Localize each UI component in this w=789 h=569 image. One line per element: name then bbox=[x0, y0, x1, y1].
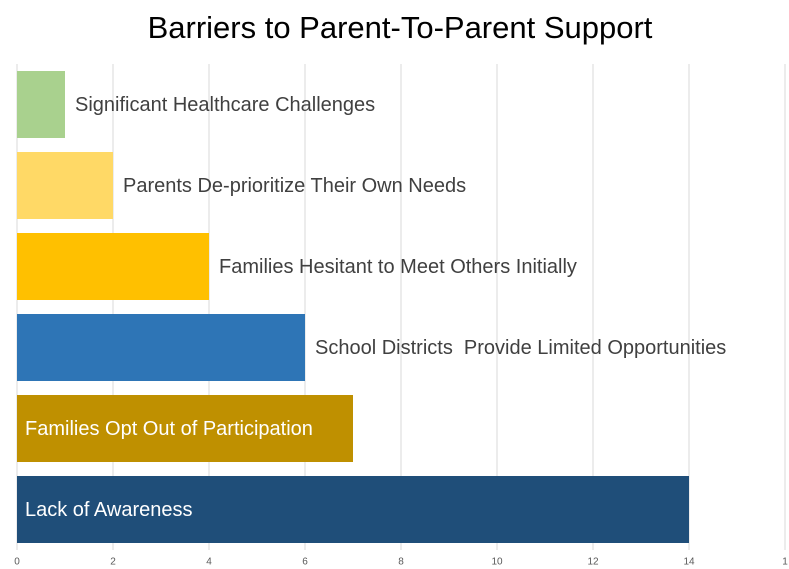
bar bbox=[17, 395, 353, 462]
bar bbox=[17, 314, 305, 381]
bar bbox=[17, 476, 689, 543]
bar bbox=[17, 233, 209, 300]
bar bbox=[17, 152, 113, 219]
category-label: Lack of Awareness bbox=[25, 499, 193, 521]
category-label: Significant Healthcare Challenges bbox=[75, 94, 375, 116]
x-tick-label: 8 bbox=[398, 557, 404, 568]
x-tick-label: 2 bbox=[110, 557, 116, 568]
chart-title: Barriers to Parent-To-Parent Support bbox=[148, 10, 653, 45]
category-label: Parents De-prioritize Their Own Needs bbox=[123, 175, 466, 197]
x-tick-label: 1 bbox=[782, 557, 788, 568]
x-tick-label: 0 bbox=[14, 557, 20, 568]
category-label: School Districts Provide Limited Opportu… bbox=[315, 337, 726, 359]
x-tick-label: 10 bbox=[491, 557, 503, 568]
x-tick-label: 6 bbox=[302, 557, 308, 568]
x-tick-label: 4 bbox=[206, 557, 212, 568]
category-label: Families Opt Out of Participation bbox=[25, 418, 313, 440]
bar bbox=[17, 71, 65, 138]
category-label: Families Hesitant to Meet Others Initial… bbox=[219, 256, 577, 278]
x-tick-label: 12 bbox=[587, 557, 599, 568]
x-tick-label: 14 bbox=[683, 557, 695, 568]
